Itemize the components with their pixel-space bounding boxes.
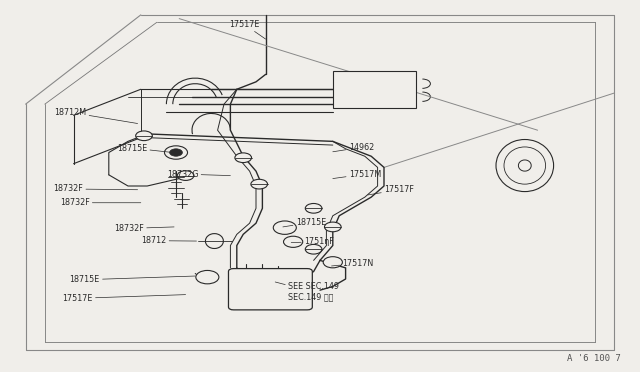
Text: 17517E: 17517E [63, 294, 186, 303]
Circle shape [324, 222, 341, 232]
Circle shape [323, 257, 342, 268]
Text: 18732F: 18732F [54, 185, 138, 193]
Circle shape [305, 203, 322, 213]
Text: 18715E: 18715E [70, 275, 195, 284]
Circle shape [305, 244, 322, 254]
Text: 17517M: 17517M [333, 170, 381, 179]
Text: 18712: 18712 [141, 236, 196, 245]
Circle shape [251, 179, 268, 189]
FancyBboxPatch shape [333, 71, 416, 108]
Text: 18732F: 18732F [60, 198, 141, 207]
Text: 18732G: 18732G [167, 170, 230, 179]
Circle shape [273, 221, 296, 234]
Circle shape [170, 149, 182, 156]
Text: SEE SEC.149
SEC.149 参照: SEE SEC.149 SEC.149 参照 [275, 282, 339, 302]
FancyBboxPatch shape [228, 269, 312, 310]
Circle shape [235, 153, 252, 163]
Text: 18712M: 18712M [54, 108, 138, 124]
Text: 1751ηF: 1751ηF [291, 237, 333, 246]
Circle shape [284, 236, 303, 247]
Text: 18732F: 18732F [115, 224, 174, 233]
Text: 17517F: 17517F [368, 185, 414, 195]
Circle shape [164, 146, 188, 159]
Text: 17517E: 17517E [229, 20, 266, 39]
Text: 18715E: 18715E [283, 218, 326, 227]
Circle shape [177, 171, 194, 180]
Text: 18715E: 18715E [117, 144, 173, 153]
Circle shape [136, 131, 152, 141]
Text: 17517N: 17517N [332, 259, 374, 268]
Text: A '6 100 7: A '6 100 7 [567, 354, 621, 363]
Circle shape [196, 270, 219, 284]
Text: 14962: 14962 [333, 143, 374, 152]
